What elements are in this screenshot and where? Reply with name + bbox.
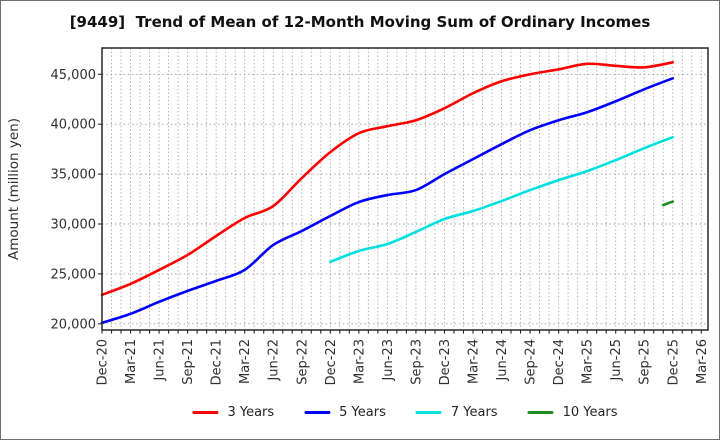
x-tick-label: Sep-21 — [181, 339, 196, 385]
y-tick-label: 25,000 — [51, 267, 97, 282]
tick-marks — [98, 73, 702, 334]
x-tick-label: Mar-21 — [124, 339, 139, 384]
x-tick-label: Jun-23 — [381, 339, 396, 382]
series-line-7-years — [329, 135, 675, 264]
x-tick-label: Mar-22 — [238, 339, 253, 384]
legend-swatch-5-years-line — [304, 411, 331, 414]
x-tick-label: Mar-23 — [352, 339, 367, 384]
x-tick-label: Jun-24 — [495, 339, 510, 382]
x-tick-label: Dec-23 — [438, 339, 453, 385]
legend-swatch-3-years-line — [192, 411, 219, 414]
x-tick-label: Mar-25 — [581, 339, 596, 384]
y-tick-labels: 20,000 25,000 30,000 35,000 40,000 45,000 — [51, 68, 97, 332]
legend-label-5-years: 5 Years — [339, 405, 386, 420]
y-tick-label: 30,000 — [51, 218, 97, 233]
y-tick-label: 45,000 — [51, 68, 97, 83]
legend-label-10-years: 10 Years — [562, 405, 618, 420]
series-line-10-years — [661, 200, 675, 207]
legend-swatch-10-years-line — [527, 411, 554, 414]
gridlines — [101, 48, 708, 330]
x-tick-labels: Dec-20 Mar-21 Jun-21 Sep-21 Dec-21 Mar-22 Jun-… — [96, 339, 710, 385]
x-tick-label: Sep-25 — [638, 339, 653, 385]
legend-label-3-years: 3 Years — [227, 405, 275, 420]
x-tick-label: Dec-21 — [210, 339, 225, 385]
legend-item-3-years: 3 Years — [192, 405, 274, 420]
legend-label-7-years: 7 Years — [450, 405, 498, 420]
x-tick-label: Sep-23 — [409, 339, 424, 385]
y-tick-label: 40,000 — [51, 118, 97, 133]
legend-swatch-7-years-line — [415, 411, 442, 414]
x-tick-label: Sep-24 — [524, 339, 539, 385]
legend-item-5-years: 5 Years — [304, 405, 386, 420]
series-line-3-years — [100, 61, 675, 297]
x-tick-label: Jun-21 — [153, 339, 168, 382]
x-tick-label: Dec-22 — [324, 339, 339, 385]
legend-item-10-years: 10 Years — [527, 405, 618, 420]
x-tick-label: Sep-22 — [295, 339, 310, 385]
y-tick-label: 20,000 — [51, 317, 97, 332]
x-tick-label: Dec-25 — [666, 339, 681, 385]
x-tick-label: Jun-22 — [267, 339, 282, 382]
legend-item-7-years: 7 Years — [415, 405, 498, 420]
legend: 3 Years 5 Years 7 Years 10 Years — [192, 405, 618, 420]
y-axis-label: Amount (million yen) — [6, 118, 22, 260]
y-tick-label: 35,000 — [51, 168, 97, 183]
x-tick-label: Dec-24 — [552, 339, 567, 385]
axes-spines — [101, 47, 709, 331]
x-tick-label: Dec-20 — [96, 339, 111, 385]
chart-title: [9449] Trend of Mean of 12-Month Moving … — [69, 13, 651, 31]
series-line-5-years — [100, 76, 675, 325]
x-tick-label: Mar-26 — [695, 339, 710, 384]
series-lines — [100, 61, 675, 325]
x-tick-label: Jun-25 — [609, 339, 624, 382]
x-tick-label: Mar-24 — [467, 339, 482, 384]
